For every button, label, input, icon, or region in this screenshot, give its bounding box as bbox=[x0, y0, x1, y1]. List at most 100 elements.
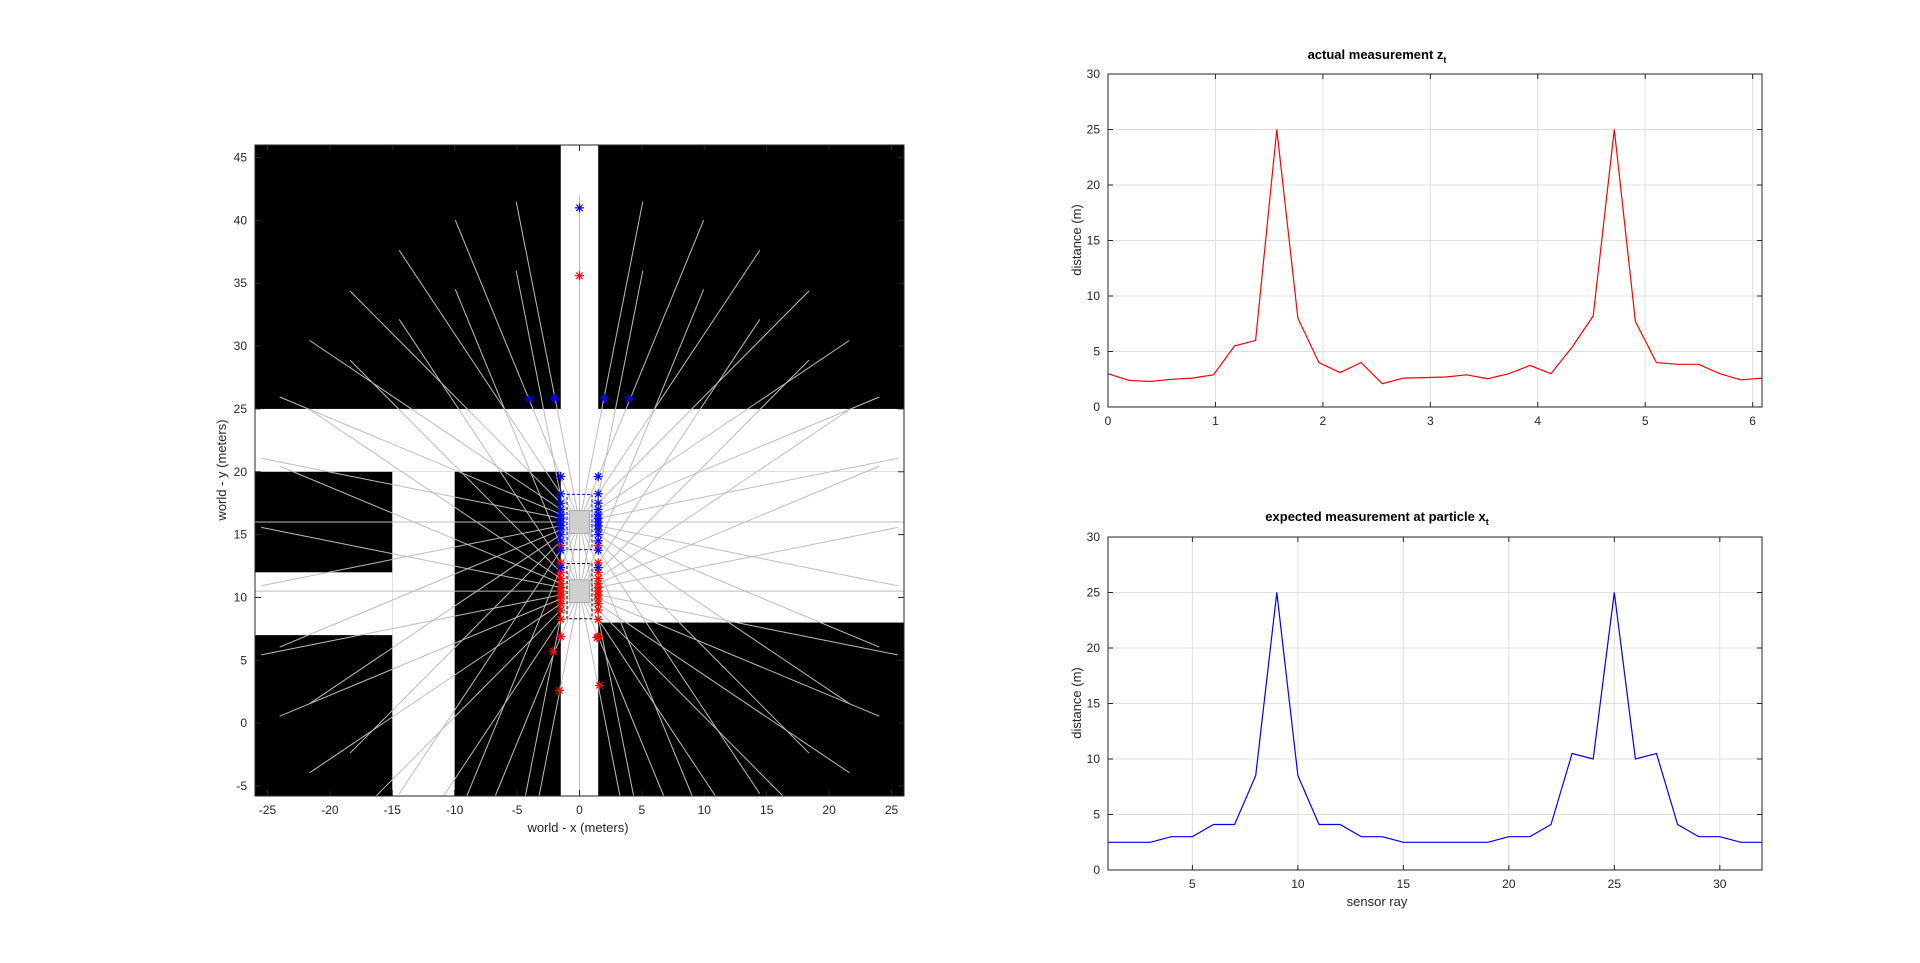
expected-ytick-label: 30 bbox=[1087, 530, 1101, 544]
expected-hit-point-stroke bbox=[594, 563, 602, 572]
expected-ytick-label: 25 bbox=[1087, 586, 1101, 600]
expected-hit-point-stroke bbox=[575, 204, 584, 212]
expected-hit-point bbox=[556, 530, 566, 540]
sensor-ray bbox=[579, 590, 665, 797]
actual-xtick-label: 5 bbox=[1642, 414, 1649, 428]
sensor-ray bbox=[375, 590, 580, 797]
sensor-ray bbox=[279, 521, 580, 648]
actual-hit-point-stroke bbox=[555, 686, 564, 695]
map-ytick-label: 40 bbox=[234, 213, 248, 227]
expected-hit-point bbox=[593, 545, 603, 555]
sensor-ray bbox=[579, 526, 898, 592]
actual-ytick-label: 25 bbox=[1087, 123, 1101, 137]
map-xtick-label: -20 bbox=[321, 803, 339, 817]
expected-hit-point bbox=[593, 472, 603, 482]
sensor-ray bbox=[579, 465, 880, 592]
expected-xtick-label: 10 bbox=[1291, 877, 1305, 891]
sensor-ray bbox=[515, 201, 580, 523]
actual-ytick-label: 30 bbox=[1087, 67, 1101, 81]
map-xtick-label: -5 bbox=[512, 803, 523, 817]
expected-hit-point-stroke bbox=[557, 537, 565, 545]
sensor-ray bbox=[579, 521, 810, 754]
actual-xtick-label: 2 bbox=[1320, 414, 1327, 428]
actual-hit-point-stroke bbox=[595, 681, 604, 690]
free-space-region bbox=[255, 572, 393, 636]
expected-hit-point-stroke bbox=[594, 472, 602, 481]
map-ytick-label: 30 bbox=[234, 339, 248, 353]
actual-ytick-label: 20 bbox=[1087, 178, 1101, 192]
expected-hit-point-stroke bbox=[594, 505, 602, 514]
actual-hit-point bbox=[555, 685, 565, 695]
expected-series-line bbox=[1108, 592, 1762, 843]
actual-hit-point bbox=[593, 574, 603, 584]
actual-hit-point bbox=[548, 646, 558, 656]
map-ytick-label: 5 bbox=[240, 653, 247, 667]
actual-ytick-label: 10 bbox=[1087, 289, 1101, 303]
expected-hit-point-stroke bbox=[557, 563, 565, 572]
map-plot: -25 -20 -15 -10 -5 0 5 10 15 20 25 -5 0 5 10 15 20 25 30 35… bbox=[214, 144, 905, 835]
sensor-ray bbox=[579, 521, 850, 704]
map-xtick-label: -10 bbox=[446, 803, 464, 817]
map-xtick-label: -25 bbox=[259, 803, 277, 817]
expected-hit-point-stroke bbox=[594, 546, 602, 554]
map-ytick-label: 0 bbox=[240, 716, 247, 730]
expected-xtick-label: 15 bbox=[1397, 877, 1411, 891]
sensor-ray bbox=[279, 396, 580, 523]
free-space-region bbox=[392, 471, 455, 796]
actual-hit-point bbox=[593, 590, 603, 600]
actual-xtick-label: 6 bbox=[1749, 414, 1756, 428]
actual-xtick-label: 4 bbox=[1534, 414, 1541, 428]
sensor-ray bbox=[349, 290, 580, 523]
expected-xlabel: sensor ray bbox=[1347, 894, 1408, 909]
actual-hit-point-stroke bbox=[557, 600, 565, 608]
expected-hit-point bbox=[593, 521, 603, 531]
map-xtick-label: 25 bbox=[885, 803, 899, 817]
actual-title-main: actual measurement z bbox=[1308, 47, 1444, 62]
actual-hit-point bbox=[575, 271, 584, 281]
actual-hit-point bbox=[594, 680, 604, 690]
particle-car-roof bbox=[569, 510, 590, 534]
map-ytick-label: 25 bbox=[234, 402, 248, 416]
actual-hit-point bbox=[556, 614, 566, 624]
sensor-ray bbox=[524, 521, 580, 797]
sensor-ray bbox=[261, 526, 580, 592]
map-ytick-label: 20 bbox=[234, 465, 248, 479]
sensor-ray bbox=[398, 250, 580, 523]
expected-xtick-label: 5 bbox=[1189, 877, 1196, 891]
actual-xtick-label: 0 bbox=[1105, 414, 1112, 428]
map-ylabel: world - y (meters) bbox=[214, 419, 229, 521]
sensor-ray bbox=[579, 521, 898, 587]
expected-hit-point-stroke bbox=[594, 499, 602, 507]
actual-title: actual measurement zt bbox=[1308, 47, 1447, 65]
sensor-ray bbox=[349, 521, 580, 754]
actual-hit-point bbox=[593, 605, 603, 615]
sensor-ray bbox=[579, 591, 621, 797]
expected-ytick-label: 5 bbox=[1093, 808, 1100, 822]
expected-hit-point-stroke bbox=[557, 546, 565, 554]
map-xtick-label: 15 bbox=[760, 803, 774, 817]
map-xtick-label: 5 bbox=[639, 803, 646, 817]
actual-layer: 0 1 2 3 4 5 6 0 5 10 15 20 25 30 bbox=[1087, 67, 1763, 428]
actual-title-sub: t bbox=[1443, 55, 1446, 65]
actual-hit-point-stroke bbox=[594, 574, 602, 583]
expected-title: expected measurement at particle xt bbox=[1265, 509, 1488, 527]
actual-hit-point-stroke bbox=[549, 647, 557, 656]
actual-measurement-plot: actual measurement zt 0 1 2 3 4 5 6 0 5 10 15 20 25 3… bbox=[1069, 47, 1763, 428]
expected-xtick-label: 25 bbox=[1608, 877, 1622, 891]
sensor-ray bbox=[309, 590, 580, 774]
map-xlabel: world - x (meters) bbox=[526, 820, 628, 835]
expected-hit-point bbox=[556, 545, 566, 555]
expected-layer: 5 10 15 20 25 30 0 5 10 15 20 25 30 bbox=[1087, 530, 1763, 891]
sensor-ray bbox=[579, 396, 880, 523]
sensor-ray bbox=[579, 590, 880, 717]
expected-hit-point-stroke bbox=[625, 395, 634, 403]
actual-car bbox=[566, 563, 593, 620]
expected-xtick-label: 30 bbox=[1713, 877, 1727, 891]
actual-hit-point-stroke bbox=[557, 606, 565, 614]
sensor-ray bbox=[309, 521, 580, 704]
expected-xtick-label: 20 bbox=[1502, 877, 1516, 891]
expected-hit-point bbox=[599, 394, 609, 404]
sensor-ray bbox=[579, 340, 850, 523]
expected-hit-point-stroke bbox=[557, 530, 565, 539]
sensor-ray bbox=[579, 219, 705, 523]
